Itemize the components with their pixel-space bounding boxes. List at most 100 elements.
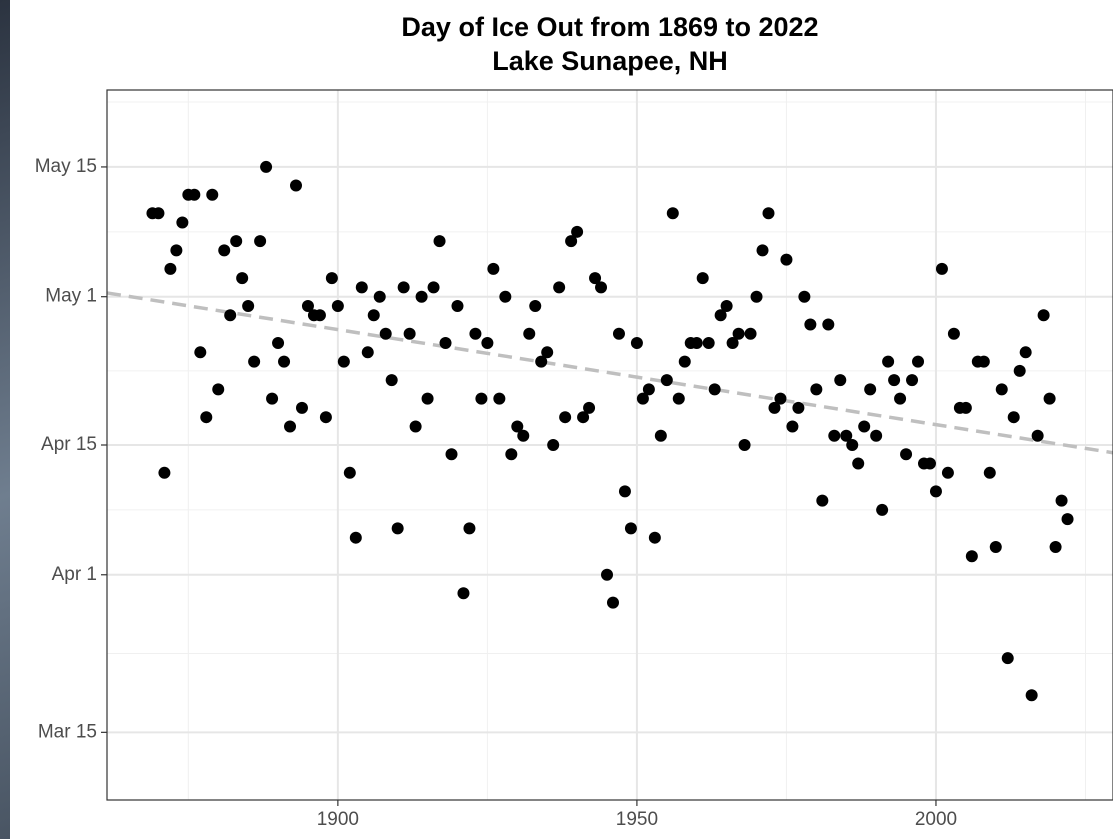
point: [374, 291, 386, 303]
point: [780, 254, 792, 266]
point: [260, 161, 272, 173]
point: [475, 393, 487, 405]
point: [200, 411, 212, 423]
point: [164, 263, 176, 275]
point: [745, 328, 757, 340]
point: [1032, 430, 1044, 442]
point: [158, 467, 170, 479]
point: [212, 383, 224, 395]
point: [721, 300, 733, 312]
point: [553, 281, 565, 293]
point: [170, 244, 182, 256]
point: [254, 235, 266, 247]
point: [218, 244, 230, 256]
chart-title: Day of Ice Out from 1869 to 2022: [401, 12, 818, 42]
point: [996, 383, 1008, 395]
point: [607, 597, 619, 609]
point: [1050, 541, 1062, 553]
point: [930, 485, 942, 497]
point: [978, 356, 990, 368]
point: [828, 430, 840, 442]
point: [924, 458, 936, 470]
point: [416, 291, 428, 303]
point: [440, 337, 452, 349]
point: [613, 328, 625, 340]
point: [858, 420, 870, 432]
point: [481, 337, 493, 349]
point: [852, 458, 864, 470]
point: [230, 235, 242, 247]
point: [739, 439, 751, 451]
point: [792, 402, 804, 414]
point: [595, 281, 607, 293]
point: [278, 356, 290, 368]
y-tick-label: Apr 1: [52, 564, 97, 585]
point: [936, 263, 948, 275]
point: [673, 393, 685, 405]
point: [290, 179, 302, 191]
point: [272, 337, 284, 349]
point: [236, 272, 248, 284]
point: [194, 346, 206, 358]
point: [870, 430, 882, 442]
point: [152, 207, 164, 219]
point: [894, 393, 906, 405]
point: [583, 402, 595, 414]
point: [332, 300, 344, 312]
point: [1038, 309, 1050, 321]
point: [451, 300, 463, 312]
point: [547, 439, 559, 451]
point: [798, 291, 810, 303]
point: [864, 383, 876, 395]
point: [1044, 393, 1056, 405]
point: [691, 337, 703, 349]
point: [523, 328, 535, 340]
point: [320, 411, 332, 423]
point: [326, 272, 338, 284]
point: [625, 522, 637, 534]
point: [505, 448, 517, 460]
point: [906, 374, 918, 386]
point: [284, 420, 296, 432]
point: [487, 263, 499, 275]
point: [457, 587, 469, 599]
point: [810, 383, 822, 395]
point: [966, 550, 978, 562]
point: [601, 569, 613, 581]
point: [661, 374, 673, 386]
point: [697, 272, 709, 284]
page: Day of Ice Out from 1869 to 2022 Lake Su…: [0, 0, 1113, 839]
point: [410, 420, 422, 432]
point: [619, 485, 631, 497]
x-tick-label: 2000: [915, 809, 957, 830]
point: [499, 291, 511, 303]
point: [206, 189, 218, 201]
point: [655, 430, 667, 442]
point: [380, 328, 392, 340]
point: [469, 328, 481, 340]
point: [296, 402, 308, 414]
point: [398, 281, 410, 293]
point: [882, 356, 894, 368]
point: [709, 383, 721, 395]
chart-subtitle: Lake Sunapee, NH: [492, 46, 728, 76]
point: [350, 532, 362, 544]
point: [834, 374, 846, 386]
point: [242, 300, 254, 312]
point: [804, 319, 816, 331]
point: [386, 374, 398, 386]
point: [368, 309, 380, 321]
chart: Day of Ice Out from 1869 to 2022 Lake Su…: [0, 0, 1113, 839]
x-tick-label: 1950: [616, 809, 658, 830]
y-tick-label: Apr 15: [41, 434, 97, 455]
point: [733, 328, 745, 340]
point: [751, 291, 763, 303]
point: [846, 439, 858, 451]
point: [643, 383, 655, 395]
point: [774, 393, 786, 405]
point: [188, 189, 200, 201]
point: [942, 467, 954, 479]
point: [786, 420, 798, 432]
point: [338, 356, 350, 368]
point: [888, 374, 900, 386]
